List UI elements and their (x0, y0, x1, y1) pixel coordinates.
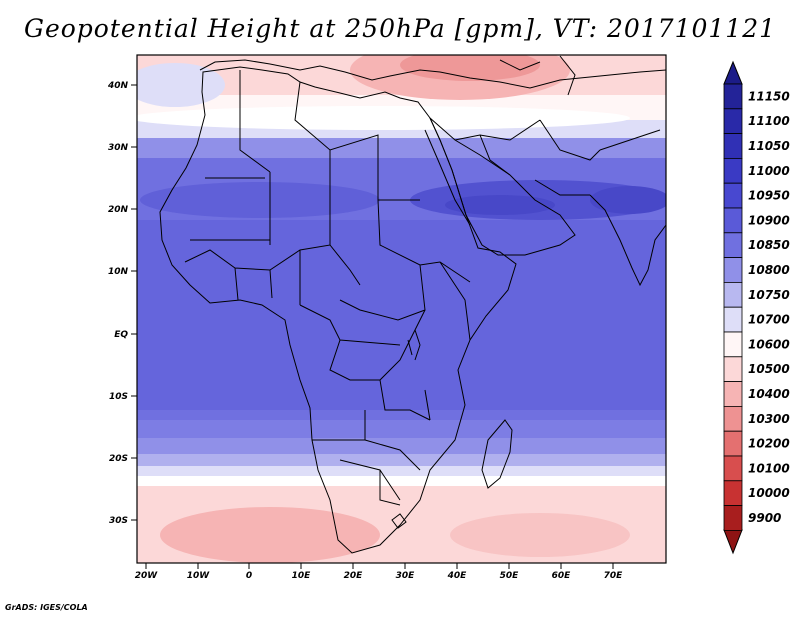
lon-label-0: 0 (246, 571, 252, 581)
colorbar: 11150 11100 11050 11000 10950 10900 10850 10800… (723, 60, 790, 555)
europe-coast (199, 59, 666, 89)
colorbar-label: 11000 (748, 164, 790, 178)
colorbar-label: 11150 (748, 89, 790, 103)
band-south-4 (137, 466, 666, 478)
lat-label-30s: 30S (109, 516, 128, 526)
colorbar-cell (723, 480, 743, 506)
lon-label-40e: 40E (447, 571, 468, 581)
lon-label-10w: 10W (187, 571, 211, 581)
lesotho-border (391, 513, 407, 529)
lat-label-10n: 10N (108, 267, 129, 277)
plot-frame (136, 54, 667, 564)
band-south-2 (137, 438, 666, 456)
lon-label-70e: 70E (604, 571, 624, 581)
lat-label-30n: 30N (108, 143, 129, 153)
colorbar-cell (723, 232, 743, 259)
colorbar-bottom-arrow (723, 529, 743, 555)
lat-label-eq: EQ (114, 330, 128, 340)
lat-axis: 40N 30N 20N 10N EQ 10S 20S 30S (107, 81, 137, 526)
colorbar-cell (723, 281, 743, 308)
borders-west-africa (184, 244, 361, 305)
india-coast (589, 194, 666, 287)
colorbar-cell (723, 157, 743, 184)
colorbar-cell (723, 133, 743, 159)
colorbar-cell (723, 331, 743, 358)
height-field (137, 55, 666, 563)
colorbar-cell (723, 430, 743, 457)
lon-label-10e: 10E (292, 571, 312, 581)
borders-central-africa (299, 304, 431, 421)
colorbar-label: 10800 (748, 263, 790, 277)
high-sahara (140, 182, 380, 218)
high-center-india (590, 186, 666, 214)
band-south-white (137, 476, 666, 488)
colorbar-cell (723, 108, 743, 135)
lon-label-20e: 20E (344, 571, 364, 581)
middle-east-borders (454, 119, 661, 176)
colorbar-label: 10850 (748, 238, 790, 252)
northwest-blue-lobe (137, 63, 225, 107)
colorbar-cell (723, 306, 743, 333)
borders-north-africa (190, 70, 420, 245)
colorbar-label: 10750 (748, 288, 790, 302)
black-caspian (499, 55, 576, 96)
great-lakes (407, 329, 431, 421)
colorbar-cell (723, 182, 743, 209)
colorbar-cell (723, 455, 743, 482)
red-sea (424, 129, 471, 226)
colorbar-label: 10600 (748, 337, 790, 351)
white-band-north (137, 106, 630, 130)
iran-coast (534, 179, 590, 196)
lat-label-10s: 10S (109, 392, 128, 402)
arabia-coast (429, 117, 576, 256)
map-plot-area (137, 55, 666, 563)
colorbar-label: 10950 (748, 189, 790, 203)
colorbar-cell (723, 381, 743, 407)
south-pink-low (160, 507, 380, 563)
colorbar-label: 11050 (748, 139, 790, 153)
colorbar-label: 10300 (748, 412, 790, 426)
lat-label-20s: 20S (109, 454, 128, 464)
colorbar-cell (723, 505, 743, 531)
lon-label-50e: 50E (500, 571, 520, 581)
lon-label-20w: 20W (135, 571, 159, 581)
colorbar-label: 10900 (748, 213, 790, 227)
borders-southern-africa (312, 410, 421, 506)
band-south-1 (137, 420, 666, 440)
borders-east-africa (339, 199, 471, 341)
north-trough-core (400, 55, 540, 81)
colorbar-label: 11100 (748, 114, 790, 128)
band-south-3 (137, 454, 666, 468)
coastlines (159, 55, 666, 554)
lat-label-40n: 40N (107, 81, 129, 91)
lon-axis: 20W 10W 0 10E 20E 30E 40E 50E 60E 70E (135, 563, 623, 581)
colorbar-label: 10200 (748, 437, 790, 451)
colorbar-label: 10400 (748, 387, 790, 401)
colorbar-top-arrow (723, 60, 743, 85)
colorbar-label: 9900 (748, 511, 781, 525)
colorbar-cell (723, 83, 743, 110)
map-title: Geopotential Height at 250hPa [gpm], VT:… (23, 14, 777, 43)
lon-label-60e: 60E (552, 571, 572, 581)
lon-label-30e: 30E (396, 571, 416, 581)
colorbar-cell (723, 405, 743, 432)
madagascar-coast (481, 419, 513, 489)
colorbar-label: 10100 (748, 461, 790, 475)
colorbar-label: 10700 (748, 313, 790, 327)
colorbar-cell (723, 257, 743, 283)
colorbar-label: 10000 (748, 486, 790, 500)
colorbar-cell (723, 356, 743, 382)
colorbar-label: 10500 (748, 362, 790, 376)
africa-coastline (159, 66, 517, 554)
colorbar-cell (723, 207, 743, 234)
band-tropics-core (137, 220, 666, 410)
lat-label-20n: 20N (108, 205, 129, 215)
south-pink-low-2 (450, 513, 630, 557)
band-subtropics-north (137, 138, 666, 160)
high-center-arabia-core (445, 195, 555, 215)
grads-credit: GrADS: IGES/COLA (5, 603, 88, 612)
